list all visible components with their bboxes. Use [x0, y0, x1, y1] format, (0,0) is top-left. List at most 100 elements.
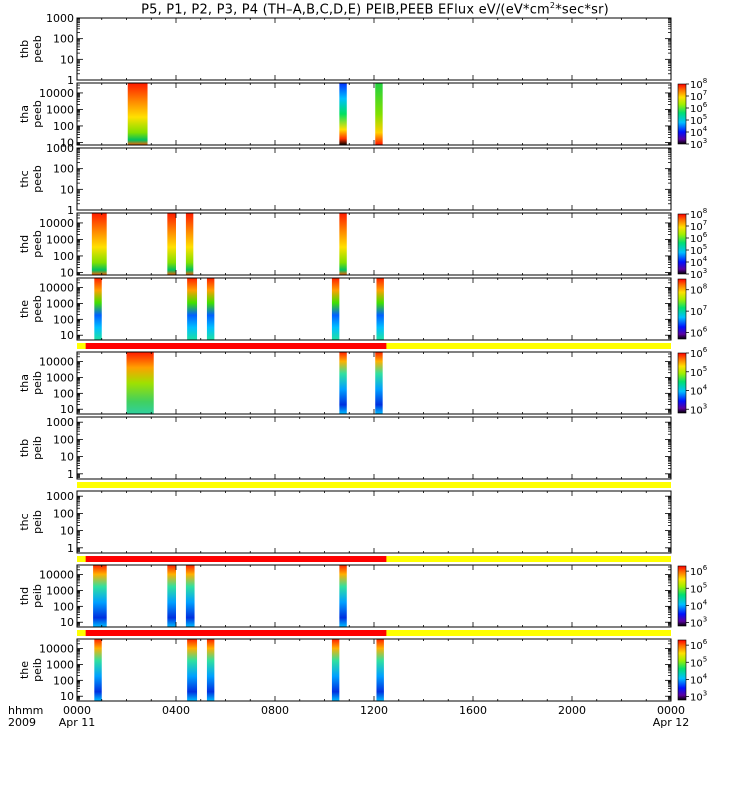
colorbar-exponent: 4: [703, 384, 708, 392]
panel-label-probe: the: [18, 300, 31, 318]
y-tick-label: 10: [60, 53, 74, 66]
colorbar-tick-label: 105: [690, 581, 707, 595]
colorbar: 103 104 105 106: [677, 346, 708, 416]
y-tick-label: 100: [53, 600, 74, 613]
y-tick-label: 10000: [39, 356, 74, 369]
plot-title: P5, P1, P2, P3, P4 (TH–A,B,C,D,E) PEIB,P…: [0, 1, 750, 17]
spectrogram-block: [376, 278, 384, 340]
panel-tha-peib: 10 100 1000 10000 tha peib 103 104 105 106: [18, 346, 708, 416]
panel-label-probe: tha: [18, 374, 31, 392]
spectrogram-block: [94, 639, 102, 701]
spectrogram-block: [331, 278, 340, 340]
mode-bar-yellow: [77, 482, 671, 488]
y-tick-label: 1000: [46, 142, 74, 155]
spectrogram-block: [127, 83, 148, 145]
panel-frame: [76, 351, 672, 415]
colorbar-exponent: 6: [703, 101, 708, 109]
panel-label-instrument: peeb: [31, 165, 44, 193]
colorbar-exponent: 7: [703, 89, 707, 97]
panel-label-probe: thc: [18, 513, 31, 530]
panel-frame: [76, 490, 672, 554]
colorbar-gradient: [677, 352, 687, 414]
y-tick-label: 1: [67, 542, 74, 555]
colorbar-exponent: 6: [703, 326, 708, 334]
panel-frame: [76, 147, 672, 211]
panel-label-instrument: peeb: [31, 230, 44, 258]
colorbar-exponent: 6: [703, 638, 708, 646]
spectrogram-block: [206, 278, 215, 340]
colorbar-exponent: 5: [703, 581, 707, 589]
panel-label-probe: thc: [18, 170, 31, 187]
colorbar: 106 107 108: [677, 278, 708, 340]
panel-frame: [76, 638, 672, 702]
colorbar-exponent: 4: [703, 598, 708, 606]
y-tick-label: 1: [67, 74, 74, 87]
y-tick-label: 100: [53, 163, 74, 176]
colorbar: 103 104 105 106: [677, 564, 708, 630]
spectrogram-block: [375, 352, 383, 414]
panel-frame: [76, 17, 672, 81]
y-tick-label: 10: [60, 451, 74, 464]
colorbar-exponent: 4: [703, 255, 708, 263]
y-tick-label: 100: [53, 120, 74, 133]
x-tick-label: 0400: [162, 704, 190, 717]
colorbar-tick-label: 105: [690, 365, 707, 379]
x-tick-label: 0000: [657, 704, 685, 717]
y-tick-label: 10000: [39, 643, 74, 656]
colorbar-exponent: 8: [703, 77, 707, 85]
colorbar-tick-label: 104: [690, 598, 708, 612]
spectrogram-block: [94, 278, 102, 340]
mode-bar-red: [85, 556, 387, 562]
colorbar-tick-label: 107: [690, 304, 707, 318]
y-tick-label: 100: [53, 507, 74, 520]
plot-title-tail: *sec*sr): [555, 2, 609, 18]
y-tick-label: 1000: [46, 584, 74, 597]
spectrogram-block: [339, 83, 347, 145]
spectrogram-block: [206, 639, 215, 701]
y-tick-label: 10000: [39, 87, 74, 100]
y-tick-label: 100: [53, 33, 74, 46]
y-tick-label: 10000: [39, 217, 74, 230]
colorbar-tick-label: 104: [690, 384, 708, 398]
colorbar-exponent: 7: [703, 304, 707, 312]
panel-label-instrument: peib: [31, 371, 44, 395]
x-year-label: 2009: [8, 716, 36, 729]
x-tick-label: 2000: [558, 704, 586, 717]
spectrogram-block: [185, 565, 195, 627]
colorbar-tick-label: 104: [690, 672, 708, 686]
colorbar-tick-label: 105: [690, 655, 707, 669]
colorbar-gradient: [677, 83, 687, 145]
mode-bar: [77, 482, 671, 488]
colorbar-exponent: 3: [703, 137, 707, 145]
colorbar-exponent: 6: [703, 231, 708, 239]
colorbar-exponent: 3: [703, 267, 707, 275]
x-tick-label: 1200: [360, 704, 388, 717]
x-date-label: Apr 11: [59, 716, 96, 729]
spectrogram-block: [187, 639, 198, 701]
plot-title-superscript: 2: [549, 1, 556, 10]
y-tick-label: 100: [53, 387, 74, 400]
colorbar-gradient: [677, 639, 687, 701]
colorbar-exponent: 6: [703, 346, 708, 354]
y-tick-label: 1: [67, 204, 74, 217]
y-tick-label: 1000: [46, 297, 74, 310]
y-tick-label: 10: [60, 525, 74, 538]
spectrogram-block: [187, 278, 198, 340]
y-tick-label: 1000: [46, 658, 74, 671]
panel-label-instrument: peib: [31, 584, 44, 608]
panel-frame: [76, 564, 672, 628]
y-tick-label: 10: [60, 616, 74, 629]
panel-frame: [76, 212, 672, 276]
panel-label-instrument: peib: [31, 510, 44, 534]
spectrogram-block: [375, 83, 383, 145]
y-tick-label: 10: [60, 266, 74, 279]
colorbar-exponent: 5: [703, 365, 707, 373]
colorbar-tick-label: 103: [690, 402, 707, 416]
colorbar-tick-label: 103: [690, 267, 707, 281]
y-tick-label: 100: [53, 674, 74, 687]
colorbar-tick-label: 103: [690, 690, 707, 704]
